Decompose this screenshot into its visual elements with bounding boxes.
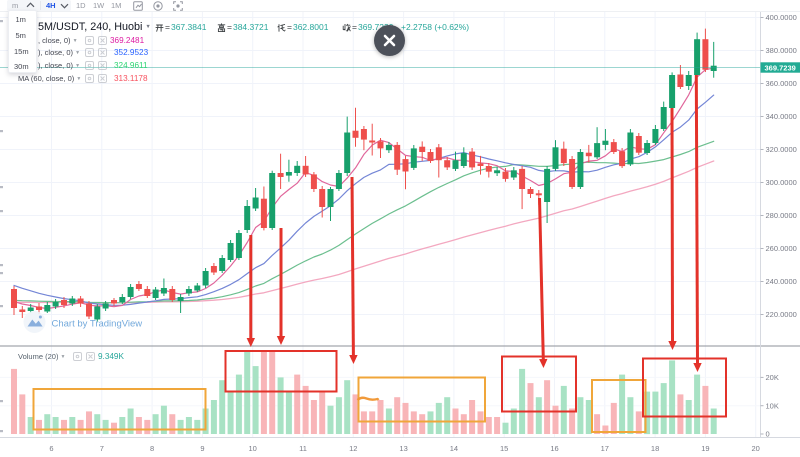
svg-text:11: 11 [299,444,307,452]
svg-text:240.0000: 240.0000 [766,277,797,286]
svg-text:0: 0 [766,430,770,439]
svg-text:12: 12 [349,444,357,452]
svg-text:400.0000: 400.0000 [766,13,797,22]
svg-text:8: 8 [150,444,154,452]
svg-text:7: 7 [100,444,104,452]
svg-text:369.7239: 369.7239 [765,63,796,72]
svg-text:220.0000: 220.0000 [766,310,797,319]
svg-text:15: 15 [500,444,508,452]
svg-text:360.0000: 360.0000 [766,79,797,88]
svg-text:340.0000: 340.0000 [766,112,797,121]
svg-text:14: 14 [450,444,458,452]
svg-text:260.0000: 260.0000 [766,244,797,253]
svg-text:300.0000: 300.0000 [766,178,797,187]
svg-text:16: 16 [550,444,558,452]
svg-text:Chart by TradingView: Chart by TradingView [52,319,143,330]
svg-text:18: 18 [651,444,659,452]
svg-text:17: 17 [601,444,609,452]
svg-text:13: 13 [399,444,407,452]
svg-text:320.0000: 320.0000 [766,145,797,154]
svg-text:10: 10 [249,444,257,452]
svg-text:9: 9 [200,444,204,452]
svg-text:6: 6 [49,444,53,452]
svg-text:10K: 10K [766,401,779,410]
svg-text:380.0000: 380.0000 [766,46,797,55]
svg-text:19: 19 [701,444,709,452]
svg-text:20K: 20K [766,373,779,382]
svg-text:20: 20 [752,444,760,452]
svg-text:280.0000: 280.0000 [766,211,797,220]
